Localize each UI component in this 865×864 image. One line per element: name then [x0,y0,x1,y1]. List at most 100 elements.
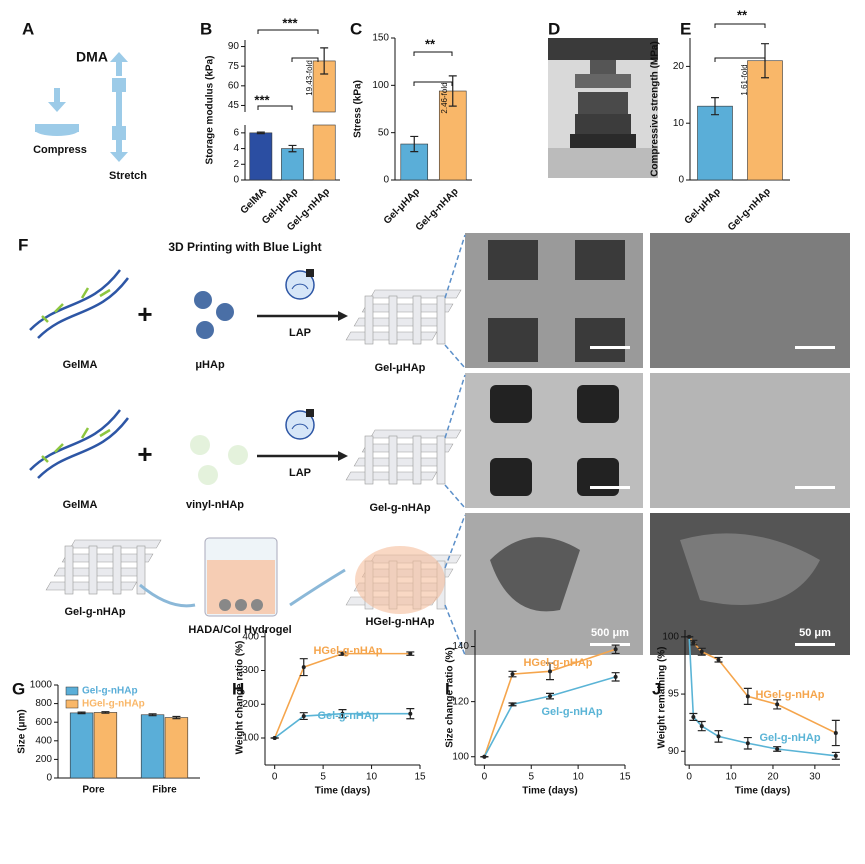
plus: + [137,439,152,469]
x-tick-label: 30 [809,772,821,783]
annotation: ** [425,36,436,51]
y-axis-label: Size (μm) [17,709,28,753]
error-bar [148,713,157,717]
panel-title: DMA [76,49,108,65]
y-tick-label: 100 [452,751,469,762]
point [613,674,618,679]
series-line [483,676,616,758]
point [510,672,515,677]
panel-label: C [350,19,362,38]
panel-label: I [445,679,450,698]
bar [697,105,733,181]
y-axis-label: Weight change ratio (%) [235,641,246,755]
scale-bar-label: 50 μm [799,627,831,639]
y-tick-label: 300 [242,665,259,676]
x-tick-label: 0 [272,772,278,783]
bracket [257,29,319,34]
label: GelMA [63,499,98,511]
compression-photo [548,38,658,178]
annotation: *** [254,92,270,107]
point [687,634,692,639]
bracket [714,23,766,28]
panel-label: F [18,235,28,254]
bar [281,148,304,181]
point [613,647,618,652]
label: GelMA [63,359,98,371]
label: LAP [289,467,311,479]
series-label: HGel-g-nHAp [755,689,824,701]
label: Gel-g-nHAp [369,502,430,514]
row3-diagram [45,537,462,617]
y-tick-label: 0 [46,773,52,784]
point [716,657,721,662]
x-tick-label: Gel-μHAp [382,186,422,226]
bar [140,714,165,779]
x-tick-label: 0 [482,772,488,783]
y-tick-label: 150 [372,33,389,44]
y-tick-label: 6 [233,127,239,138]
row2-diagram: + [28,408,462,485]
y-tick-label: 140 [452,641,469,652]
panel-label: A [22,19,34,38]
legend-swatch [65,686,79,696]
point [699,649,704,654]
y-tick-label: 0 [233,175,239,186]
panel-label: J [652,679,661,698]
legend-label: Gel-g-nHAp [82,686,138,697]
bracket [413,51,453,56]
panel-label: D [548,19,560,38]
x-tick-label: 10 [366,772,378,783]
x-tick-label: Gel-μHAp [683,186,723,226]
x-axis-label: Time (days) [522,786,577,797]
panel-label: H [232,679,244,698]
point [691,640,696,645]
x-tick-label: GelMA [239,186,269,216]
error-bar [288,144,297,153]
label: Gel-g-nHAp [64,606,125,618]
row1-diagram: + [28,268,462,345]
y-axis-label: Stress (kPa) [353,80,364,138]
bracket [714,57,766,62]
y-tick-label: 120 [452,696,469,707]
x-axis-label: Time (days) [315,786,370,797]
x-tick-label: Fibre [152,785,177,796]
y-tick-label: 4 [233,143,239,154]
bracket [413,81,453,86]
x-tick-label: 15 [414,772,426,783]
bar [93,712,118,779]
series-label: HGel-g-nHAp [523,657,592,669]
label: μHAp [195,359,225,371]
error-bar [320,47,329,75]
y-tick-label: 75 [228,61,240,72]
x-tick-label: Pore [82,785,105,796]
label: HADA/Col Hydrogel [188,624,291,636]
series-label: Gel-g-nHAp [317,710,378,722]
annotation: *** [282,15,298,30]
annotation: 19.43-fold [305,60,314,96]
x-tick-label: 20 [767,772,779,783]
label: Gel-μHAp [375,362,426,374]
stretch-label: Stretch [109,170,147,182]
point [340,651,345,656]
panel-title: 3D Printing with Blue Light [168,240,321,254]
error-bar [448,75,457,107]
sem-images [444,233,850,656]
y-tick-label: 200 [242,699,259,710]
error-bar [101,711,110,714]
y-tick-label: 60 [228,80,240,91]
y-tick-label: 400 [35,735,52,746]
legend-label: HGel-g-nHAp [82,699,145,710]
series-line [274,712,411,739]
point [833,730,838,735]
point [548,669,552,674]
scale-bar-label: 500 μm [591,627,629,639]
x-tick-label: 5 [528,772,534,783]
y-tick-label: 45 [228,100,240,111]
label: HGel-g-nHAp [365,616,434,628]
bar [312,124,336,181]
y-tick-label: 20 [673,61,685,72]
point [699,724,704,729]
y-tick-label: 2 [233,159,239,170]
point [408,651,413,656]
